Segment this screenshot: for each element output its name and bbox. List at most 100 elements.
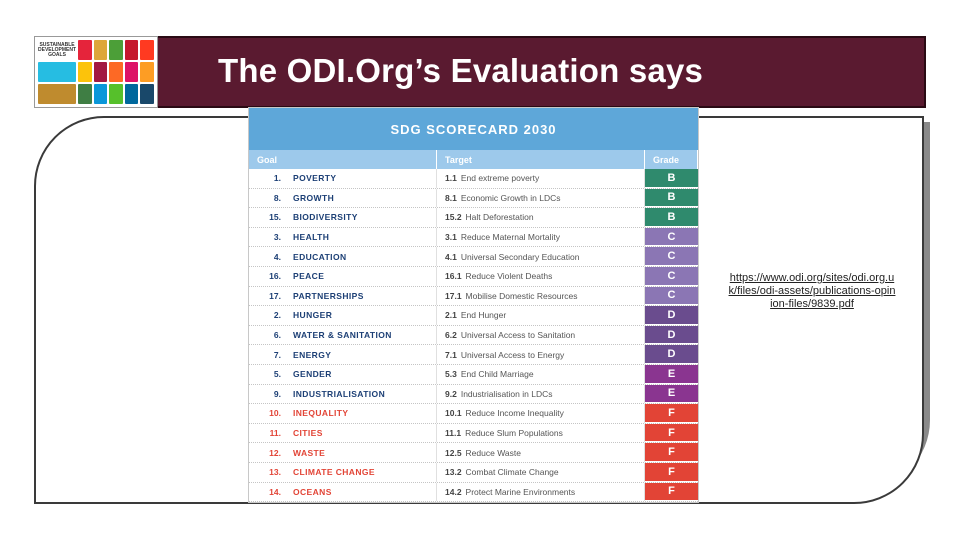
- goal-number: 9.: [273, 388, 281, 399]
- slide-title: The ODI.Org’s Evaluation says: [218, 52, 704, 89]
- target-cell: 14.2 Protect Marine Environments: [437, 482, 645, 502]
- sdg-scorecard-table: SDG SCORECARD 2030 Goal Target Grade 1. P…: [248, 107, 699, 503]
- target-cell: 9.2 Industrialisation in LDCs: [437, 384, 645, 404]
- source-link[interactable]: https://www.odi.org/sites/odi.org.uk/fil…: [728, 272, 896, 310]
- sdg-goal-tile: [78, 62, 92, 82]
- target-text: Reduce Waste: [465, 447, 521, 458]
- target-number: 17.1: [445, 290, 462, 301]
- grade-cell: E: [645, 384, 698, 404]
- scorecard-title: SDG SCORECARD 2030: [249, 108, 698, 150]
- sdg-goal-tile: [109, 62, 123, 82]
- goal-cell: 17. PARTNERSHIPS: [249, 286, 437, 306]
- grade-cell: C: [645, 286, 698, 306]
- goal-cell: 16. PEACE: [249, 266, 437, 286]
- target-number: 10.1: [445, 408, 462, 419]
- goal-number: 17.: [269, 290, 281, 301]
- header-goal: Goal: [249, 150, 437, 169]
- goal-cell: 3. HEALTH: [249, 227, 437, 247]
- goal-number: 1.: [273, 173, 281, 184]
- target-number: 16.1: [445, 271, 462, 282]
- target-number: 1.1: [445, 173, 457, 184]
- target-text: Halt Deforestation: [465, 212, 534, 223]
- goal-name: PEACE: [293, 271, 325, 282]
- goal-number: 12.: [269, 447, 281, 458]
- goal-name: CLIMATE CHANGE: [293, 467, 375, 478]
- table-row: 2. HUNGER 2.1 End Hunger D: [249, 306, 698, 326]
- table-row: 5. GENDER 5.3 End Child Marriage E: [249, 364, 698, 385]
- goal-cell: 12. WASTE: [249, 443, 437, 462]
- target-cell: 17.1 Mobilise Domestic Resources: [437, 286, 645, 306]
- table-row: 9. INDUSTRIALISATION 9.2 Industrialisation …: [249, 384, 698, 405]
- goal-cell: 11. CITIES: [249, 423, 437, 443]
- goal-name: EDUCATION: [293, 251, 347, 262]
- target-text: Protect Marine Environments: [465, 486, 576, 497]
- grade-cell: C: [645, 227, 698, 247]
- goal-cell: 5. GENDER: [249, 364, 437, 384]
- sdg-goal-tile: [93, 40, 108, 60]
- target-number: 3.1: [445, 232, 457, 243]
- target-text: Universal Secondary Education: [460, 251, 580, 262]
- scorecard-body: 1. POVERTY 1.1 End extreme poverty B 8. GROWTH…: [249, 169, 698, 503]
- sdg-goal-tile: [124, 62, 139, 82]
- grade-cell: B: [645, 208, 698, 227]
- sdg-goal-tile: [93, 62, 108, 82]
- grade-cell: C: [645, 247, 698, 266]
- target-text: Reduce Violent Deaths: [465, 271, 553, 282]
- grade-cell: F: [645, 462, 698, 482]
- goal-cell: 7. ENERGY: [249, 345, 437, 364]
- target-cell: 16.1 Reduce Violent Deaths: [437, 266, 645, 286]
- target-cell: 8.1 Economic Growth in LDCs: [437, 188, 645, 208]
- target-text: Universal Access to Energy: [460, 349, 565, 360]
- header-target: Target: [437, 150, 645, 169]
- target-number: 11.1: [445, 428, 462, 439]
- grade-cell: D: [645, 306, 698, 325]
- sdg-goal-tile: [124, 40, 139, 60]
- target-cell: 1.1 End extreme poverty: [437, 169, 645, 188]
- target-text: Mobilise Domestic Resources: [465, 290, 578, 301]
- goal-cell: 2. HUNGER: [249, 306, 437, 325]
- goal-number: 16.: [269, 271, 281, 282]
- table-row: 14. OCEANS 14.2 Protect Marine Environments…: [249, 482, 698, 503]
- goal-cell: 6. WATER & SANITATION: [249, 325, 437, 345]
- goal-name: POVERTY: [293, 173, 337, 184]
- goal-name: HUNGER: [293, 310, 333, 321]
- target-number: 8.1: [445, 192, 457, 203]
- goal-name: OCEANS: [293, 486, 332, 497]
- table-row: 1. POVERTY 1.1 End extreme poverty B: [249, 169, 698, 189]
- sdg-wordmark-tile: SUSTAINABLE DEVELOPMENT GOALS: [38, 40, 77, 60]
- sdg-goal-tile: [38, 84, 77, 104]
- target-cell: 3.1 Reduce Maternal Mortality: [437, 227, 645, 247]
- target-cell: 6.2 Universal Access to Sanitation: [437, 325, 645, 345]
- header-grade: Grade: [645, 150, 698, 169]
- goal-cell: 10. INEQUALITY: [249, 404, 437, 423]
- sdg-goal-tile: [38, 62, 77, 82]
- target-number: 13.2: [445, 467, 462, 478]
- target-text: Reduce Income Inequality: [465, 408, 564, 419]
- table-row: 13. CLIMATE CHANGE 13.2 Combat Climate Chan…: [249, 462, 698, 483]
- goal-number: 7.: [273, 349, 281, 360]
- table-row: 6. WATER & SANITATION 6.2 Universal Access …: [249, 325, 698, 346]
- goal-name: CITIES: [293, 428, 323, 439]
- table-row: 8. GROWTH 8.1 Economic Growth in LDCs B: [249, 188, 698, 209]
- goal-number: 8.: [273, 192, 281, 203]
- target-text: Economic Growth in LDCs: [460, 192, 561, 203]
- grade-cell: F: [645, 443, 698, 462]
- target-text: Reduce Maternal Mortality: [460, 232, 561, 243]
- goal-number: 14.: [269, 486, 281, 497]
- goal-cell: 14. OCEANS: [249, 482, 437, 502]
- target-cell: 11.1 Reduce Slum Populations: [437, 423, 645, 443]
- scorecard-header-row: Goal Target Grade: [249, 150, 698, 169]
- target-number: 9.2: [445, 388, 457, 399]
- target-cell: 5.3 End Child Marriage: [437, 364, 645, 384]
- target-text: Industrialisation in LDCs: [460, 388, 553, 399]
- goal-number: 6.: [273, 330, 281, 341]
- grade-cell: F: [645, 404, 698, 423]
- table-row: 7. ENERGY 7.1 Universal Access to Energy D: [249, 345, 698, 365]
- goal-name: WATER & SANITATION: [293, 330, 392, 341]
- grade-cell: B: [645, 188, 698, 208]
- goal-cell: 1. POVERTY: [249, 169, 437, 188]
- goal-name: INDUSTRIALISATION: [293, 388, 386, 399]
- sdg-goal-tile: [140, 84, 154, 104]
- table-row: 10. INEQUALITY 10.1 Reduce Income Inequalit…: [249, 404, 698, 424]
- target-number: 14.2: [445, 486, 462, 497]
